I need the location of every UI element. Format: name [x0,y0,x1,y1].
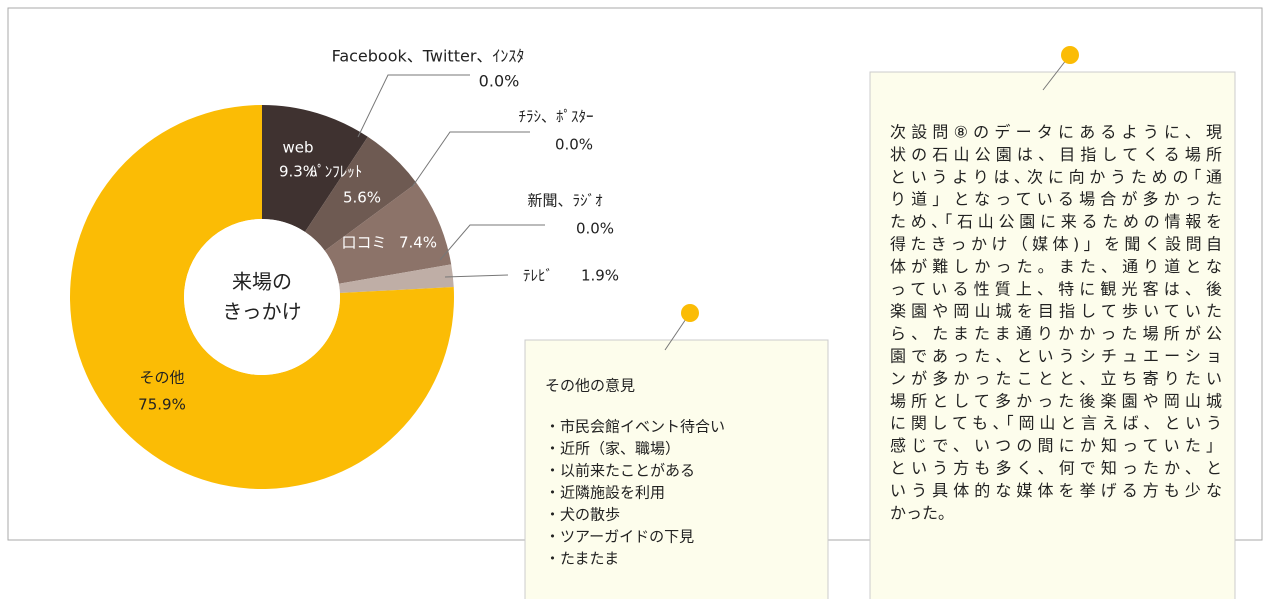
note-text: 得たきっかけ（媒体)」を聞く設問自 [890,235,1222,254]
note-dot [1061,46,1079,64]
value-label: 0.0% [555,136,593,154]
note-item: ・市民会館イベント待合い [545,418,725,436]
leader-line [411,131,530,188]
value-label: 0.0% [479,72,520,91]
note-item: ・近隣施設を利用 [545,484,665,502]
segment-label: 新聞、ﾗｼﾞｵ [527,192,603,210]
leader-line [439,224,545,261]
segment-label: Facebook、Twitter、ｲﾝｽﾀ [332,47,525,66]
donut-segment [262,105,368,232]
value-label: 7.4% [399,234,437,252]
note-item: ・ツアーガイドの下見 [545,528,694,546]
donut-segment [304,136,417,251]
note-dot [681,304,699,322]
note-item: ・犬の散歩 [545,506,620,524]
value-label: 9.3% [279,163,317,181]
segment-label: ﾃﾚﾋﾞ [523,267,553,285]
note-text: ため､｢石山公園に来るための情報を [890,212,1222,231]
value-label: 0.0% [576,220,614,238]
segment-label: その他 [139,369,184,387]
value-label: 75.9% [138,396,186,414]
note-item: ・以前来たことがある [545,462,695,480]
donut-segment [69,105,455,490]
center-title: きっかけ [222,300,301,324]
value-label: 1.9% [581,267,619,285]
segment-label: ﾁﾗｼ、ﾎﾟｽﾀｰ [518,108,593,126]
donut-segment [338,264,454,293]
note-box [524,339,829,599]
center-title: 来場の [232,270,292,294]
note-text: というよりは､次に向かうための｢通 [890,167,1222,186]
donut-segment [324,183,452,284]
segment-label: 口コミ [341,234,386,252]
leader-line [357,74,470,138]
note-box [869,71,1236,599]
note-title: その他の意見 [545,377,635,395]
segment-label: web [282,139,313,157]
note-text: かった。 [890,503,954,522]
segment-label: ﾊﾟﾝﾌﾚｯﾄ [310,163,363,181]
note-item: ・たまたま [545,550,619,568]
value-label: 5.6% [343,189,381,207]
note-item: ・近所（家、職場） [545,440,680,458]
leader-line [444,274,509,278]
donut-hole [184,219,340,375]
